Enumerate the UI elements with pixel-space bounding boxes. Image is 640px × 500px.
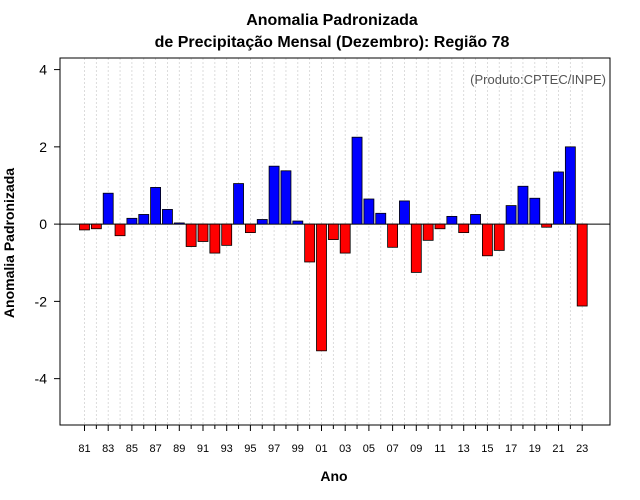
x-tick-label: 93 [221,443,233,455]
bar-2012 [446,215,458,225]
bar-1990 [185,223,197,247]
bar-2020 [541,223,553,228]
bar-2023 [576,223,588,307]
bar-2004 [351,136,363,225]
x-tick-label: 83 [102,443,114,455]
x-tick-label: 85 [126,443,138,455]
x-tick-label: 01 [315,443,327,455]
bar-1993 [221,223,233,246]
bar-2013 [458,223,470,234]
bar-1985 [126,217,138,225]
x-tick-label: 11 [434,443,445,455]
bar-1995 [244,223,256,234]
credit-label: (Produto:CPTEC/INPE) [470,72,606,87]
bar-1983 [102,192,114,225]
x-tick-label: 09 [410,443,422,455]
bar-1984 [114,223,126,237]
bar-2014 [470,214,481,225]
bar-2015 [481,223,493,257]
y-tick-label: -4 [35,371,48,387]
bar-2016 [493,223,505,251]
bar-1989 [173,222,185,225]
bar-2005 [363,198,375,225]
x-tick-label: 21 [552,443,564,455]
y-axis: -4 -2 0 2 4 [35,62,60,387]
bar-2009 [410,223,422,273]
bars-group [79,136,588,352]
bar-2008 [399,200,410,225]
y-tick-label: 2 [39,139,47,155]
x-tick-label: 17 [505,443,517,455]
vertical-gridlines [84,58,583,425]
bar-2021 [553,171,564,225]
bar-1988 [162,209,173,225]
x-tick-label: 23 [576,443,588,455]
bar-1981 [79,223,90,231]
bar-2010 [422,223,434,241]
x-tick-label: 15 [481,443,493,455]
bar-2001 [316,223,327,352]
x-axis-title: Ano [320,468,347,484]
plot-frame [59,57,611,426]
bar-1994 [233,183,244,225]
x-axis: 81 83 85 87 89 91 93 95 97 99 01 03 05 07 09 11 13 15 17 19… [78,425,588,455]
y-tick-label: 4 [39,62,47,78]
bar-1998 [280,170,292,225]
bar-1991 [197,223,209,242]
bar-2002 [327,223,339,240]
bar-1986 [138,214,150,225]
bar-1997 [268,165,280,225]
x-tick-label: 91 [197,443,209,455]
y-axis-title: Anomalia Padronizada [1,168,17,318]
x-tick-label: 81 [78,443,90,455]
y-tick-label: 0 [39,216,47,232]
x-tick-label: 95 [244,443,256,455]
bar-2022 [564,146,576,225]
bar-2017 [505,205,517,225]
x-tick-label: 89 [173,443,185,455]
bar-2018 [517,185,529,225]
bar-2000 [304,223,316,263]
bar-2019 [529,197,541,225]
x-tick-label: 99 [292,443,304,455]
bar-1999 [292,220,304,225]
bar-2011 [434,223,446,230]
bar-2007 [387,223,399,248]
y-tick-label: -2 [35,293,48,309]
bar-2006 [375,212,387,225]
x-tick-label: 97 [268,443,280,455]
x-tick-label: 03 [339,443,351,455]
x-tick-label: 13 [458,443,470,455]
bar-1996 [256,219,268,225]
bar-1992 [209,223,221,254]
bar-1987 [150,187,162,225]
chart-title-line1: Anomalia Padronizada [246,12,418,29]
bar-2003 [339,223,351,254]
chart-title-line2: de Precipitação Mensal (Dezembro): Regiã… [155,34,510,51]
x-tick-label: 07 [386,443,398,455]
x-tick-label: 05 [363,443,375,455]
x-tick-label: 19 [529,443,541,455]
bar-1982 [90,223,102,230]
x-tick-label: 87 [149,443,161,455]
